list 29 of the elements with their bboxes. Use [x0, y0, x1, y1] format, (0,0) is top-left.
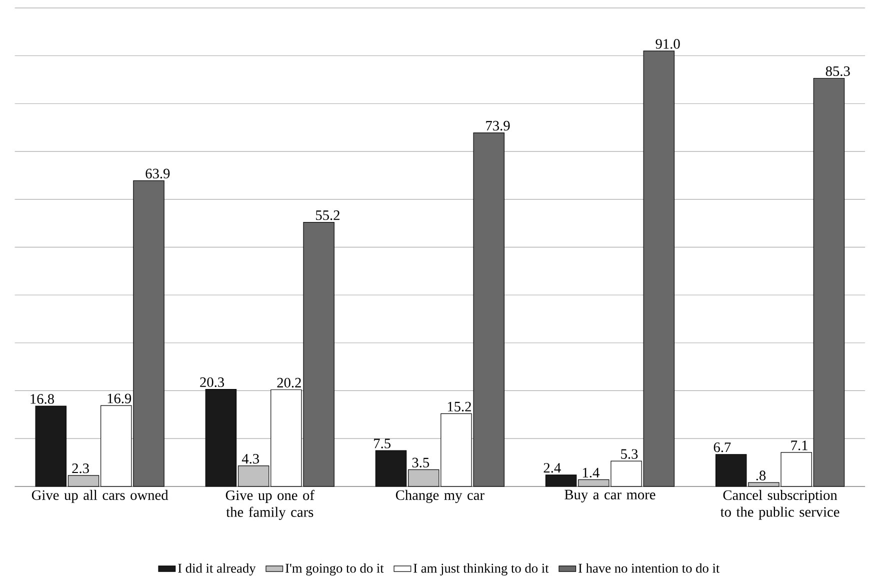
x-tick-label: Give up all cars owned [32, 490, 168, 503]
legend-label: I'm goingo to do it [286, 563, 384, 576]
data-label: 20.2 [277, 378, 301, 388]
data-label: 20.3 [200, 377, 224, 387]
data-label: 16.8 [30, 394, 54, 404]
data-label: 55.2 [316, 210, 340, 220]
legend-label: I am just thinking to do it [414, 563, 549, 576]
data-label: 16.9 [108, 394, 132, 404]
legend-label: I did it already [178, 563, 256, 576]
data-label: 91.0 [656, 38, 680, 49]
data-label: 7.5 [374, 438, 390, 448]
data-label: 6.7 [714, 442, 731, 452]
data-label: 7.1 [791, 440, 808, 450]
data-label: 63.9 [146, 168, 170, 178]
data-label: 85.3 [826, 66, 850, 76]
x-tick-label: Give up one of the family cars [226, 490, 314, 520]
data-label: 3.5 [412, 458, 430, 468]
x-tick-label: Change my car [396, 490, 484, 503]
x-tick-label: Buy a car more [564, 490, 656, 502]
data-label: 73.9 [486, 120, 510, 130]
data-label: 5.3 [621, 449, 638, 459]
data-label: .8 [756, 470, 766, 480]
legend-label: I have no intention to do it [578, 563, 720, 573]
data-label: 2.4 [544, 462, 561, 473]
x-tick-label: Cancel subscription to the public service [720, 490, 840, 520]
data-label: 1.4 [583, 468, 600, 478]
data-label: 15.2 [448, 402, 471, 412]
data-label: 2.3 [72, 463, 89, 474]
data-label: 4.3 [242, 454, 260, 464]
